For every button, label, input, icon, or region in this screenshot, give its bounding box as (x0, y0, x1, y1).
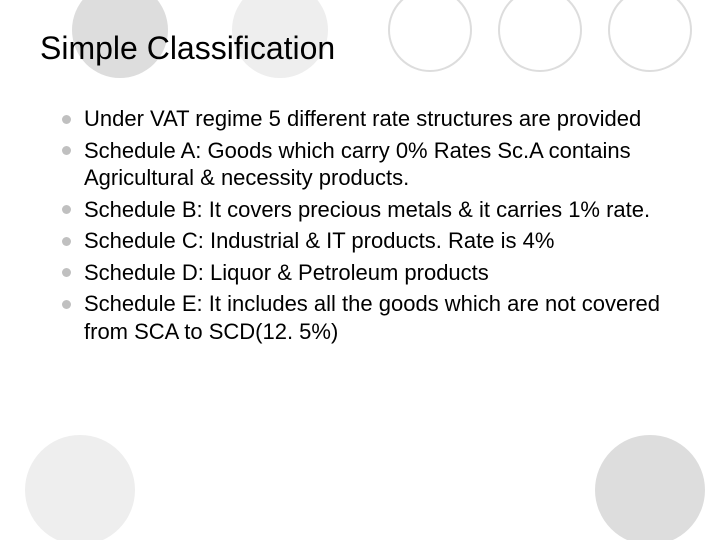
list-item: Schedule D: Liquor & Petroleum products (62, 259, 680, 287)
bullet-list: Under VAT regime 5 different rate struct… (40, 105, 680, 345)
list-item: Schedule C: Industrial & IT products. Ra… (62, 227, 680, 255)
slide-content: Simple Classification Under VAT regime 5… (0, 0, 720, 389)
decor-circle (25, 435, 135, 540)
list-item: Under VAT regime 5 different rate struct… (62, 105, 680, 133)
slide-title: Simple Classification (40, 30, 680, 67)
decor-circle (595, 435, 705, 540)
list-item: Schedule A: Goods which carry 0% Rates S… (62, 137, 680, 192)
list-item: Schedule E: It includes all the goods wh… (62, 290, 680, 345)
list-item: Schedule B: It covers precious metals & … (62, 196, 680, 224)
